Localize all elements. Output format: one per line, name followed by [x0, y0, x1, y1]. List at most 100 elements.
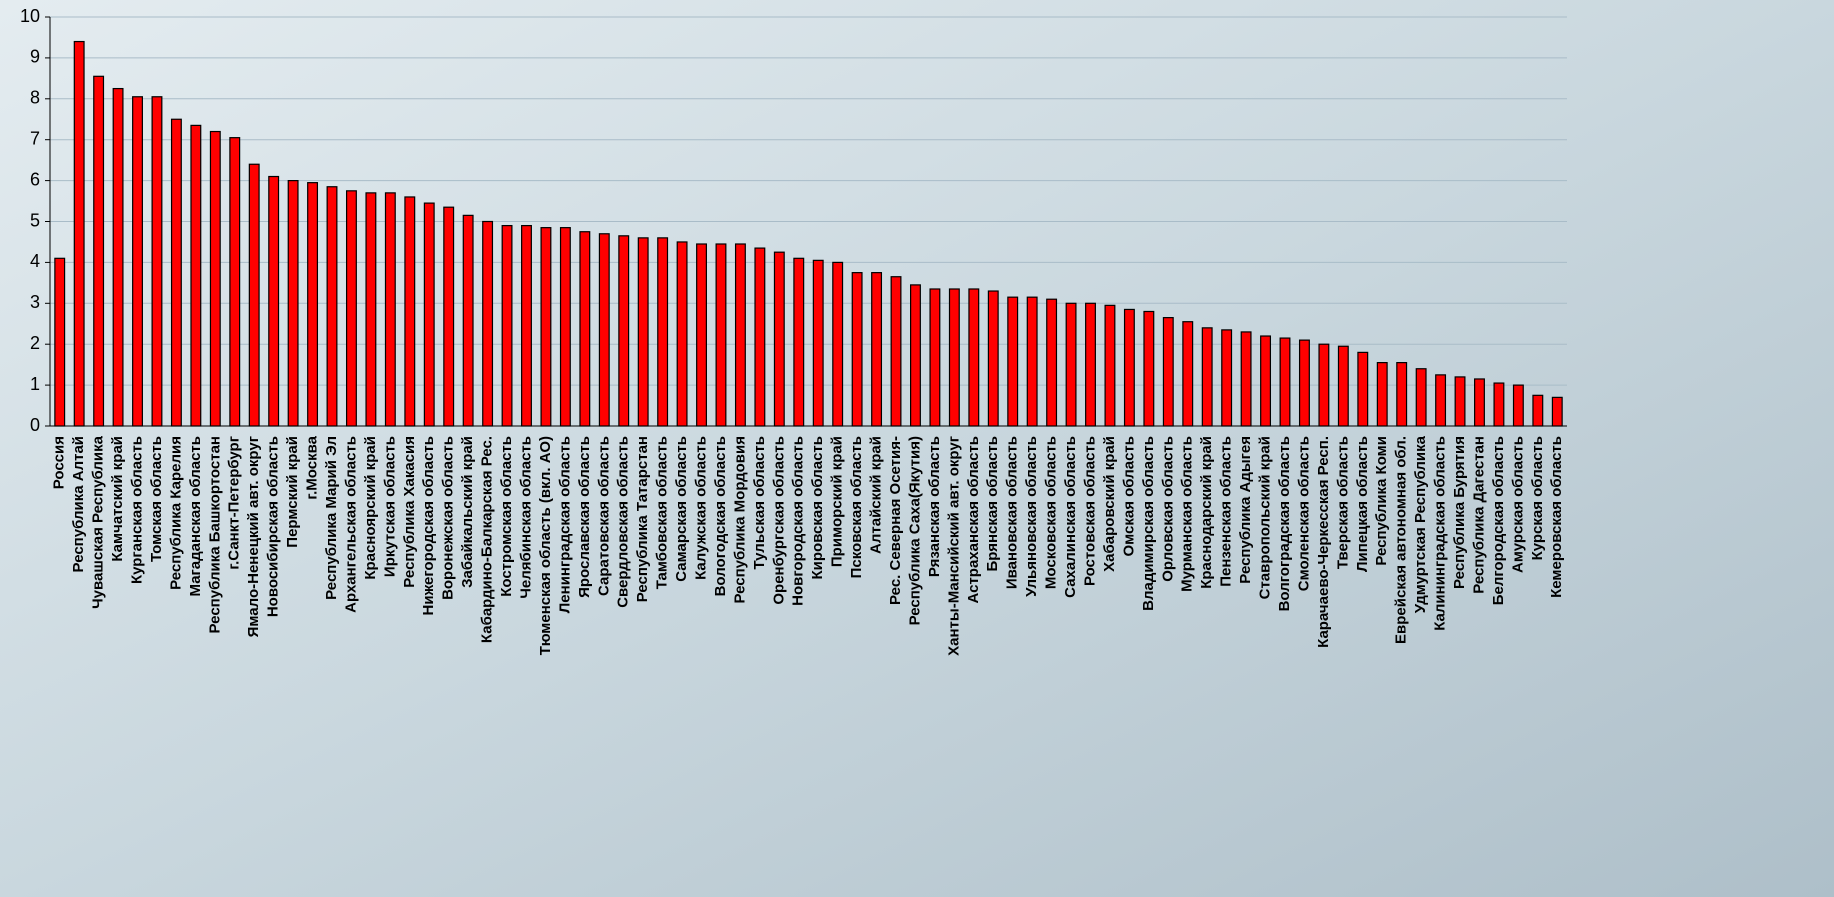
y-tick-label: 4 — [30, 251, 40, 271]
bar — [1123, 308, 1135, 427]
x-tick-label: Астраханская область — [965, 436, 982, 604]
bar — [1474, 378, 1485, 427]
x-tick-label: Новосибирская область — [265, 436, 282, 617]
y-tick-label: 7 — [30, 128, 40, 148]
bar — [910, 284, 921, 427]
x-tick-label: Алтайский край — [868, 436, 885, 554]
y-tick-label: 2 — [30, 333, 40, 353]
bar — [598, 233, 610, 427]
x-tick-label: Ростовская область — [1081, 436, 1098, 586]
bar — [54, 257, 66, 427]
bar — [618, 235, 630, 427]
bar — [170, 118, 182, 427]
x-tick-label: Республика Татарстан — [634, 436, 651, 602]
bar — [1376, 362, 1388, 427]
bar — [1260, 335, 1272, 427]
x-tick-label: Мурманская область — [1179, 436, 1196, 592]
x-tick-label: Республика Хакасия — [401, 436, 418, 588]
x-tick-label: Кировская область — [809, 436, 826, 580]
x-tick-label: Челябинская область — [517, 436, 534, 599]
bar — [423, 202, 435, 427]
bar — [404, 196, 416, 427]
x-tick-label: Республика Башкортостан — [206, 436, 223, 633]
x-tick-label: Томская область — [148, 436, 165, 562]
bar — [754, 247, 766, 427]
x-tick-label: Калининградская область — [1432, 436, 1449, 631]
x-tick-label: Сахалинская область — [1062, 436, 1079, 598]
x-tick-label: Забайкальский край — [459, 436, 476, 588]
x-tick-label: Ханты-Мансийский авт. округ — [945, 436, 962, 656]
bar — [151, 96, 163, 427]
x-tick-label: Самарская область — [673, 436, 690, 582]
bar — [112, 87, 124, 427]
bar — [657, 237, 669, 427]
y-tick-label: 3 — [30, 292, 40, 312]
bar — [851, 272, 863, 427]
bar — [1221, 329, 1233, 427]
bar — [1201, 327, 1213, 427]
x-tick-label: Республика Алтай — [70, 436, 87, 572]
bar — [229, 137, 241, 427]
x-tick-label: Хабаровский край — [1101, 436, 1118, 572]
bar — [696, 243, 707, 427]
bar — [1162, 317, 1174, 427]
x-tick-label: Волгоградская область — [1276, 436, 1293, 611]
x-tick-label: Удмуртская Республика — [1412, 435, 1429, 613]
bar — [482, 220, 494, 427]
x-tick-label: Саратовская область — [595, 436, 612, 596]
x-tick-label: Иркутская область — [381, 436, 398, 577]
x-tick-label: Костромская область — [498, 436, 515, 597]
x-tick-label: Камчатский край — [109, 436, 126, 562]
x-tick-label: Новгородская область — [790, 436, 807, 606]
bar — [1279, 337, 1291, 427]
x-tick-label: Московская область — [1043, 436, 1060, 589]
x-tick-label: Ямало-Ненецкий авт. округ — [245, 436, 262, 637]
bar — [1532, 394, 1544, 427]
x-tick-label: Орловская область — [1159, 436, 1176, 582]
bar — [1182, 321, 1194, 427]
bar — [287, 180, 299, 427]
bar — [209, 130, 221, 427]
x-tick-label: Республика Карелия — [167, 436, 184, 590]
x-tick-label: Республика Саха(Якутия) — [906, 436, 923, 625]
x-tick-label: Кемеровская область — [1548, 436, 1565, 598]
bar — [793, 257, 805, 427]
bar — [345, 190, 357, 427]
x-tick-label: Липецкая область — [1354, 436, 1371, 572]
bar — [521, 224, 532, 427]
bar — [929, 288, 941, 427]
x-tick-label: Ульяновская область — [1023, 436, 1040, 597]
x-tick-label: г.Москва — [304, 435, 321, 499]
bar — [1085, 302, 1096, 427]
bar — [365, 192, 377, 427]
bar — [462, 214, 474, 427]
bar — [1143, 310, 1155, 427]
bar — [1512, 384, 1524, 427]
x-tick-label: Чувашская Республика — [90, 435, 107, 609]
bar — [715, 243, 727, 427]
x-tick-label: Карачаево-Черкесская Респ. — [1315, 436, 1332, 648]
bar — [1026, 296, 1038, 427]
bar — [637, 237, 649, 427]
x-tick-label: Краснодарский край — [1198, 436, 1215, 589]
bar — [773, 251, 785, 427]
bar — [890, 276, 902, 427]
x-tick-label: Калужская область — [693, 436, 710, 580]
bar — [307, 182, 319, 427]
bar — [871, 272, 883, 427]
x-tick-label: Кабардино-Балкарская Рес. — [479, 436, 496, 643]
bar — [1104, 304, 1116, 427]
y-tick-label: 5 — [30, 210, 40, 230]
x-tick-label: Пермский край — [284, 436, 301, 548]
bar — [734, 243, 746, 427]
x-tick-label: Республика Дагестан — [1470, 436, 1487, 594]
x-tick-label: Ленинградская область — [556, 436, 573, 613]
bar — [676, 241, 688, 427]
x-tick-label: Рязанская область — [926, 436, 943, 577]
x-tick-label: Республика Коми — [1373, 436, 1390, 566]
x-tick-label: Белгородская область — [1490, 436, 1507, 605]
y-tick-label: 0 — [30, 415, 40, 435]
y-tick-label: 6 — [30, 169, 40, 189]
bar — [132, 96, 143, 427]
